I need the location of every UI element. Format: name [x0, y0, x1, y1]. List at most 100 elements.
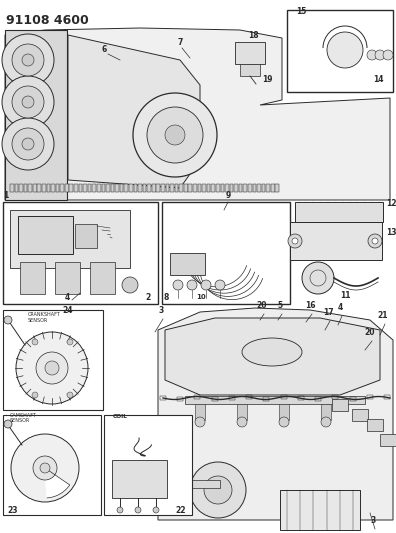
- Text: 5: 5: [278, 301, 283, 310]
- Polygon shape: [158, 308, 393, 520]
- Bar: [193, 184, 197, 192]
- Bar: [179, 184, 183, 192]
- Bar: [315, 397, 321, 401]
- Bar: [207, 184, 210, 192]
- Bar: [33, 184, 36, 192]
- Polygon shape: [68, 35, 200, 188]
- Bar: [69, 184, 73, 192]
- Bar: [38, 184, 41, 192]
- Circle shape: [368, 234, 382, 248]
- Bar: [211, 184, 215, 192]
- Bar: [177, 397, 183, 401]
- Bar: [156, 184, 160, 192]
- Bar: [266, 184, 270, 192]
- Text: 10: 10: [196, 294, 206, 300]
- Text: 9: 9: [226, 191, 231, 200]
- Polygon shape: [5, 28, 390, 200]
- Text: 20: 20: [365, 328, 375, 337]
- Circle shape: [2, 34, 54, 86]
- Bar: [51, 184, 55, 192]
- Circle shape: [279, 417, 289, 427]
- Bar: [133, 184, 137, 192]
- Circle shape: [237, 417, 247, 427]
- Text: 4: 4: [65, 293, 70, 302]
- Text: SENSOR: SENSOR: [10, 418, 30, 423]
- Text: SENSOR: SENSOR: [28, 318, 48, 323]
- Text: 4: 4: [337, 303, 343, 312]
- Bar: [332, 394, 339, 399]
- Bar: [221, 184, 224, 192]
- Circle shape: [215, 280, 225, 290]
- Text: 16: 16: [305, 301, 315, 310]
- Bar: [160, 396, 166, 400]
- Text: 3: 3: [158, 306, 164, 315]
- Circle shape: [165, 125, 185, 145]
- Bar: [147, 184, 151, 192]
- Circle shape: [173, 280, 183, 290]
- Bar: [120, 184, 124, 192]
- Text: 91108 4600: 91108 4600: [6, 14, 89, 27]
- Text: 8: 8: [164, 293, 169, 302]
- Bar: [180, 480, 220, 488]
- Bar: [152, 184, 156, 192]
- Bar: [170, 253, 205, 275]
- Bar: [248, 184, 251, 192]
- Bar: [42, 184, 46, 192]
- Bar: [10, 184, 13, 192]
- Bar: [262, 184, 265, 192]
- Text: 2: 2: [145, 293, 150, 302]
- Bar: [104, 415, 192, 515]
- Bar: [5, 30, 67, 200]
- Circle shape: [321, 417, 331, 427]
- Circle shape: [292, 238, 298, 244]
- Bar: [162, 202, 290, 304]
- Bar: [166, 184, 169, 192]
- Bar: [235, 42, 265, 64]
- Text: CAMSHAFT: CAMSHAFT: [10, 413, 37, 418]
- Circle shape: [12, 128, 44, 160]
- Text: 12: 12: [386, 199, 396, 208]
- Circle shape: [36, 352, 68, 384]
- Bar: [161, 184, 165, 192]
- Bar: [367, 395, 373, 399]
- Bar: [90, 262, 115, 294]
- Bar: [195, 404, 205, 420]
- Text: 3: 3: [370, 516, 376, 525]
- Circle shape: [135, 507, 141, 513]
- Bar: [74, 184, 78, 192]
- Circle shape: [302, 262, 334, 294]
- Text: 6: 6: [102, 45, 107, 54]
- Bar: [88, 184, 91, 192]
- Text: 17: 17: [323, 308, 333, 317]
- Bar: [20, 262, 45, 294]
- Circle shape: [383, 50, 393, 60]
- Bar: [212, 397, 218, 401]
- Bar: [257, 184, 261, 192]
- Text: 20: 20: [257, 301, 267, 310]
- Bar: [106, 184, 110, 192]
- Text: 7: 7: [178, 38, 183, 47]
- Bar: [321, 404, 331, 420]
- Circle shape: [288, 234, 302, 248]
- Bar: [185, 396, 365, 404]
- Circle shape: [4, 316, 12, 324]
- Bar: [10, 210, 130, 268]
- Circle shape: [22, 138, 34, 150]
- Circle shape: [187, 280, 197, 290]
- Bar: [332, 399, 348, 411]
- Circle shape: [4, 420, 12, 428]
- Circle shape: [204, 476, 232, 504]
- Circle shape: [2, 76, 54, 128]
- Circle shape: [16, 332, 88, 404]
- Bar: [229, 396, 235, 400]
- Bar: [253, 184, 256, 192]
- Circle shape: [32, 392, 38, 398]
- Circle shape: [22, 54, 34, 66]
- Circle shape: [33, 456, 57, 480]
- Bar: [47, 184, 50, 192]
- Bar: [281, 395, 287, 399]
- Bar: [194, 394, 200, 399]
- Bar: [384, 395, 390, 399]
- Bar: [350, 397, 356, 401]
- Bar: [110, 184, 114, 192]
